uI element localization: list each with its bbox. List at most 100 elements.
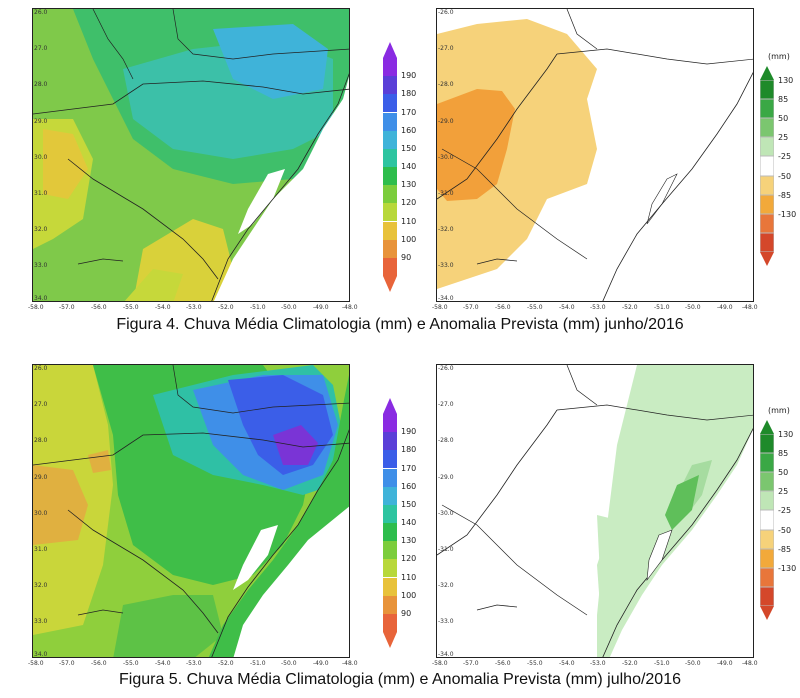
lon-tick: -49.0 xyxy=(717,660,733,667)
colorbar-label: 100 xyxy=(401,234,417,244)
colorbar-segment xyxy=(760,491,774,511)
lon-tick: -56.0 xyxy=(91,304,107,311)
colorbar-label: 90 xyxy=(401,252,412,262)
colorbar-segment xyxy=(760,80,774,100)
lat-tick: 27.0 xyxy=(34,401,48,408)
lat-tick: -34.0 xyxy=(438,651,454,658)
lon-tick-row: -58.0 -57.0 -56.0 -55.0 -54.0 -53.0 -52.… xyxy=(28,660,358,668)
colorbar-label: 150 xyxy=(401,499,417,509)
lon-tick: -48.0 xyxy=(742,304,758,311)
lat-tick: -33.0 xyxy=(438,262,454,269)
colorbar-unit: (mm) xyxy=(768,406,790,415)
lon-tick: -48.0 xyxy=(342,660,358,667)
colorbar-segment xyxy=(383,148,397,167)
lat-tick: -32.0 xyxy=(438,582,454,589)
colorbar-label: 25 xyxy=(778,487,789,497)
lon-tick: -57.0 xyxy=(59,304,75,311)
lat-tick: -30.0 xyxy=(438,154,454,161)
colorbar-segment xyxy=(760,213,774,233)
lat-tick: 33.0 xyxy=(34,262,48,269)
colorbar-label: 50 xyxy=(778,468,789,478)
colorbar-segment xyxy=(760,548,774,568)
lat-tick: -31.0 xyxy=(438,190,454,197)
lon-tick: -53.0 xyxy=(186,304,202,311)
lon-tick: -54.0 xyxy=(559,660,575,667)
lat-tick: 26.0 xyxy=(34,9,48,16)
lon-tick-row: -58.0 -57.0 -56.0 -55.0 -54.0 -53.0 -52.… xyxy=(28,304,358,312)
lon-tick: -56.0 xyxy=(495,304,511,311)
lat-tick: -26.0 xyxy=(438,365,454,372)
colorbar-label: 150 xyxy=(401,143,417,153)
lon-tick: -51.0 xyxy=(250,304,266,311)
figure5-anomaly-map: -26.0 -27.0 -28.0 -29.0 -30.0 -31.0 -32.… xyxy=(436,364,754,658)
colorbar-label: 140 xyxy=(401,162,417,171)
lon-tick: -55.0 xyxy=(123,660,139,667)
colorbar-label: 110 xyxy=(401,216,417,226)
lat-tick: 26.0 xyxy=(34,365,48,372)
lon-tick: -49.0 xyxy=(313,660,329,667)
colorbar-segment xyxy=(383,577,397,596)
colorbar-label: 160 xyxy=(401,125,417,135)
colorbar-segment xyxy=(760,586,774,606)
colorbar-label: 50 xyxy=(778,114,789,124)
lon-tick: -54.0 xyxy=(155,660,171,667)
lat-tick: 28.0 xyxy=(34,81,48,88)
anomaly-colorbar: (mm) 130 85 50 25 -25 -50 -85 -130 xyxy=(760,52,798,276)
lon-tick: -57.0 xyxy=(59,660,75,667)
colorbar-label: 190 xyxy=(401,71,417,81)
lon-tick: -55.0 xyxy=(123,304,139,311)
colorbar-segment xyxy=(383,221,397,240)
lat-tick: -28.0 xyxy=(438,437,454,444)
lon-tick: -54.0 xyxy=(155,304,171,311)
colorbar-segment xyxy=(760,567,774,587)
lat-tick: 32.0 xyxy=(34,226,48,233)
figure4-climatology-map: 26.0 27.0 28.0 29.0 30.0 31.0 32.0 33.0 … xyxy=(32,8,350,302)
colorbar-segment xyxy=(383,58,397,77)
lon-tick: -50.0 xyxy=(685,304,701,311)
anomaly-map-shading xyxy=(437,9,753,301)
lon-tick: -50.0 xyxy=(281,660,297,667)
colorbar-segment xyxy=(383,486,397,505)
colorbar-bottom-arrow xyxy=(383,276,397,292)
lat-tick: -27.0 xyxy=(438,401,454,408)
colorbar-segment xyxy=(383,185,397,204)
colorbar-label: 85 xyxy=(778,449,789,459)
colorbar-segment xyxy=(760,156,774,176)
lat-tick: -34.0 xyxy=(438,295,454,302)
colorbar-segment xyxy=(760,529,774,549)
colorbar-top-arrow xyxy=(383,42,397,58)
lat-tick: 28.0 xyxy=(34,437,48,444)
lon-tick: -53.0 xyxy=(590,304,606,311)
lon-tick: -58.0 xyxy=(432,304,448,311)
lon-tick: -52.0 xyxy=(622,304,638,311)
colorbar-segment xyxy=(383,504,397,523)
lat-tick: 29.0 xyxy=(34,474,48,481)
lat-tick: 33.0 xyxy=(34,618,48,625)
colorbar-label: 120 xyxy=(401,554,417,564)
lon-tick-row: -58.0 -57.0 -56.0 -55.0 -54.0 -53.0 -52.… xyxy=(432,304,758,312)
colorbar-unit: (mm) xyxy=(768,52,790,61)
lon-tick: -49.0 xyxy=(717,304,733,311)
lat-tick: -32.0 xyxy=(438,226,454,233)
colorbar-label: 130 xyxy=(778,430,794,439)
colorbar-label: 160 xyxy=(401,481,417,491)
colorbar-segment xyxy=(760,510,774,530)
colorbar-label: 120 xyxy=(401,198,417,208)
colorbar-label: -85 xyxy=(778,190,792,200)
colorbar-segment xyxy=(383,541,397,560)
colorbar-segment xyxy=(383,239,397,258)
colorbar-segment xyxy=(383,76,397,95)
colorbar-segment xyxy=(383,203,397,222)
lat-tick: -29.0 xyxy=(438,474,454,481)
lat-tick: -26.0 xyxy=(438,9,454,16)
lon-tick: -55.0 xyxy=(527,660,543,667)
colorbar-segment xyxy=(383,559,397,578)
colorbar-top-arrow xyxy=(383,398,397,414)
colorbar-label: -25 xyxy=(778,152,792,162)
colorbar-label: 130 xyxy=(778,76,794,85)
lat-tick: -30.0 xyxy=(438,510,454,517)
colorbar-segment xyxy=(383,257,397,276)
lat-tick: 32.0 xyxy=(34,582,48,589)
colorbar-label: 190 xyxy=(401,427,417,437)
lon-tick: -52.0 xyxy=(218,660,234,667)
